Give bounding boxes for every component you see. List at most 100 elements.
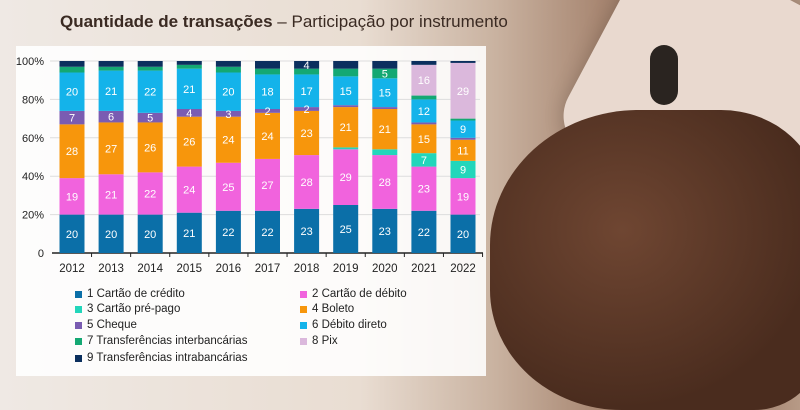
bar-segment — [372, 208, 398, 253]
bar-segment — [255, 109, 280, 113]
background-photo — [490, 0, 800, 410]
bar-segment — [372, 107, 398, 109]
bar-segment — [176, 68, 202, 109]
bar-segment — [333, 105, 359, 108]
data-label: 12 — [418, 106, 430, 118]
legend-item: 9 Transferências intrabancárias — [75, 352, 247, 365]
bar-segment — [59, 72, 85, 111]
x-tick-label: 2022 — [450, 263, 476, 275]
bar-segment — [137, 66, 163, 71]
bar-segment — [294, 110, 320, 156]
y-tick-label: 100% — [16, 56, 44, 68]
bar-segment — [137, 214, 163, 253]
title-bold: Quantidade de transações — [60, 12, 273, 31]
bar-segment — [333, 149, 359, 205]
bar-segment — [450, 137, 476, 140]
bar-segment — [137, 61, 163, 67]
legend-item: 3 Cartão pré-pago — [75, 303, 180, 316]
data-label: 19 — [457, 191, 469, 203]
bar-segment — [372, 78, 398, 108]
data-label: 21 — [340, 122, 352, 134]
legend-item: 2 Cartão de débito — [300, 288, 407, 301]
bar-segment — [294, 208, 320, 253]
y-tick-label: 0 — [38, 248, 44, 260]
bar-segment — [411, 124, 437, 154]
bar-segment — [215, 61, 241, 67]
bar-segment — [411, 61, 437, 65]
data-label: 23 — [300, 226, 312, 238]
x-tick-label: 2021 — [411, 263, 437, 275]
data-label: 21 — [183, 84, 195, 96]
y-tick-label: 80% — [22, 94, 44, 106]
data-label: 11 — [457, 145, 468, 157]
bar-segment — [98, 214, 124, 253]
x-tick-label: 2015 — [177, 263, 203, 275]
bar-segment — [215, 116, 241, 163]
bar-segment — [215, 110, 241, 117]
bar-segment — [98, 70, 124, 111]
bar-segment — [450, 214, 476, 253]
legend-swatch — [75, 291, 82, 298]
bar-segment — [255, 74, 280, 109]
bar-segment — [59, 110, 85, 125]
bar-segment — [98, 122, 124, 175]
bar-segment — [450, 178, 476, 215]
data-label: 25 — [340, 224, 352, 236]
x-tick-label: 2013 — [98, 263, 124, 275]
bar-segment — [372, 61, 398, 69]
bar-segment — [137, 122, 163, 173]
bar-segment — [294, 74, 320, 108]
bar-segment — [450, 139, 476, 161]
data-label: 7 — [421, 155, 427, 167]
bar-segment — [255, 158, 280, 211]
bar-segment — [450, 160, 476, 179]
bar-segment — [411, 122, 437, 125]
data-label: 9 — [460, 164, 466, 176]
bar-segment — [411, 166, 437, 211]
stacked-bar-chart: 020%40%60%80%100%20122019287202013202127… — [16, 56, 484, 275]
legend-label: 3 Cartão pré-pago — [87, 303, 181, 315]
legend-label: 6 Débito direto — [312, 319, 387, 331]
data-label: 18 — [261, 87, 273, 99]
data-label: 20 — [222, 87, 234, 99]
data-label: 5 — [147, 113, 153, 125]
bar-segment — [176, 64, 202, 69]
data-label: 4 — [304, 60, 310, 72]
bar-segment — [411, 210, 437, 253]
data-label: 2 — [304, 104, 310, 116]
data-label: 2 — [264, 106, 270, 118]
bar-segment — [333, 68, 359, 77]
legend-swatch — [300, 338, 307, 345]
legend-swatch — [75, 355, 82, 362]
data-label: 28 — [66, 146, 78, 158]
legend-label: 5 Cheque — [87, 319, 137, 331]
y-tick-label: 60% — [22, 133, 44, 145]
data-label: 24 — [261, 131, 273, 143]
data-label: 23 — [418, 184, 430, 196]
legend-item: 8 Pix — [300, 335, 338, 348]
data-label: 22 — [261, 227, 273, 239]
bar-segment — [176, 61, 202, 65]
legend-item: 1 Cartão de crédito — [75, 288, 185, 301]
phone-camera — [650, 45, 678, 105]
bar-segment — [372, 155, 398, 209]
data-label: 26 — [144, 142, 156, 154]
bar-segment — [411, 64, 437, 96]
data-label: 21 — [105, 86, 117, 98]
data-label: 7 — [69, 113, 75, 125]
data-label: 26 — [183, 137, 195, 149]
legend-label: 7 Transferências interbancárias — [87, 335, 248, 347]
bar-segment — [59, 124, 85, 179]
bar-segment — [333, 107, 359, 148]
data-label: 20 — [66, 229, 78, 241]
legend-item: 7 Transferências interbancárias — [75, 335, 247, 348]
bar-segment — [98, 174, 124, 215]
bar-segment — [176, 212, 202, 253]
bar-segment — [411, 153, 437, 167]
data-label: 15 — [340, 86, 352, 98]
data-label: 29 — [340, 172, 352, 184]
data-label: 22 — [418, 227, 430, 239]
bar-segment — [59, 66, 85, 73]
bar-segment — [411, 99, 437, 123]
y-tick-label: 20% — [22, 210, 44, 222]
